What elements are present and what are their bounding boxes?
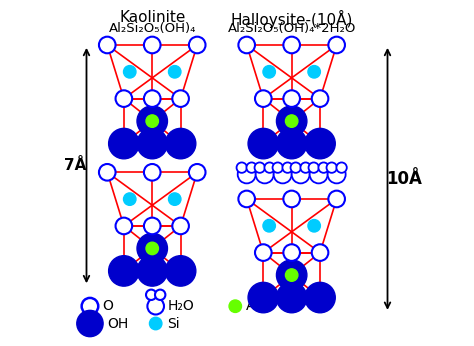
Circle shape bbox=[310, 165, 328, 183]
Circle shape bbox=[308, 66, 320, 78]
Circle shape bbox=[327, 163, 337, 173]
Circle shape bbox=[149, 317, 162, 330]
Circle shape bbox=[285, 269, 298, 281]
Circle shape bbox=[137, 106, 167, 136]
Circle shape bbox=[124, 66, 136, 78]
Circle shape bbox=[337, 163, 347, 173]
Circle shape bbox=[82, 298, 98, 315]
Text: 7Å: 7Å bbox=[64, 158, 87, 173]
Circle shape bbox=[238, 37, 255, 53]
Circle shape bbox=[283, 191, 300, 207]
Circle shape bbox=[77, 310, 103, 337]
Circle shape bbox=[248, 282, 279, 313]
Circle shape bbox=[283, 163, 293, 173]
Circle shape bbox=[328, 37, 345, 53]
Circle shape bbox=[124, 193, 136, 206]
Circle shape bbox=[155, 290, 165, 300]
Text: Al₂Si₂O₅(OH)₄: Al₂Si₂O₅(OH)₄ bbox=[109, 22, 196, 36]
Circle shape bbox=[168, 193, 181, 206]
Circle shape bbox=[99, 164, 116, 181]
Text: Kaolinite: Kaolinite bbox=[119, 10, 185, 25]
Circle shape bbox=[172, 218, 189, 234]
Circle shape bbox=[312, 244, 328, 261]
Circle shape bbox=[189, 37, 206, 53]
Circle shape bbox=[146, 290, 156, 300]
Circle shape bbox=[276, 128, 307, 159]
Circle shape bbox=[248, 128, 279, 159]
Circle shape bbox=[273, 165, 292, 183]
Circle shape bbox=[165, 128, 196, 159]
Circle shape bbox=[237, 165, 255, 183]
Circle shape bbox=[283, 90, 300, 107]
Circle shape bbox=[238, 191, 255, 207]
Circle shape bbox=[319, 163, 329, 173]
Text: Si: Si bbox=[167, 317, 179, 330]
Circle shape bbox=[116, 90, 132, 107]
Circle shape bbox=[189, 164, 206, 181]
Circle shape bbox=[305, 282, 335, 313]
Text: Halloysite-(10Å): Halloysite-(10Å) bbox=[230, 10, 353, 28]
Circle shape bbox=[276, 282, 307, 313]
Circle shape bbox=[144, 164, 161, 181]
Circle shape bbox=[305, 128, 335, 159]
Circle shape bbox=[99, 37, 116, 53]
Circle shape bbox=[137, 256, 167, 286]
Circle shape bbox=[276, 106, 307, 136]
Circle shape bbox=[137, 128, 167, 159]
Circle shape bbox=[301, 163, 311, 173]
Circle shape bbox=[273, 163, 283, 173]
Circle shape bbox=[137, 233, 167, 264]
Circle shape bbox=[255, 90, 272, 107]
Circle shape bbox=[255, 163, 265, 173]
Circle shape bbox=[309, 163, 319, 173]
Circle shape bbox=[165, 256, 196, 286]
Circle shape bbox=[109, 256, 139, 286]
Text: H₂O: H₂O bbox=[168, 299, 194, 313]
Circle shape bbox=[283, 244, 300, 261]
Circle shape bbox=[146, 115, 158, 127]
Circle shape bbox=[328, 165, 346, 183]
Text: O: O bbox=[102, 299, 113, 313]
Circle shape bbox=[229, 300, 241, 312]
Circle shape bbox=[292, 165, 310, 183]
Circle shape bbox=[264, 163, 275, 173]
Circle shape bbox=[144, 218, 161, 234]
Circle shape bbox=[291, 163, 301, 173]
Circle shape bbox=[116, 218, 132, 234]
Circle shape bbox=[109, 128, 139, 159]
Circle shape bbox=[263, 220, 275, 232]
Circle shape bbox=[276, 260, 307, 290]
Circle shape bbox=[144, 37, 161, 53]
Circle shape bbox=[147, 298, 164, 315]
Circle shape bbox=[146, 242, 158, 255]
Circle shape bbox=[308, 220, 320, 232]
Circle shape bbox=[237, 163, 247, 173]
Circle shape bbox=[246, 163, 257, 173]
Circle shape bbox=[255, 244, 272, 261]
Text: OH: OH bbox=[107, 317, 128, 330]
Text: 10Å: 10Å bbox=[386, 170, 422, 188]
Circle shape bbox=[144, 90, 161, 107]
Circle shape bbox=[168, 66, 181, 78]
Circle shape bbox=[312, 90, 328, 107]
Circle shape bbox=[328, 191, 345, 207]
Text: Al₂Si₂O₅(OH)₄*2H₂O: Al₂Si₂O₅(OH)₄*2H₂O bbox=[228, 22, 356, 36]
Circle shape bbox=[285, 115, 298, 127]
Circle shape bbox=[255, 165, 273, 183]
Circle shape bbox=[172, 90, 189, 107]
Text: Al: Al bbox=[246, 299, 259, 313]
Circle shape bbox=[263, 66, 275, 78]
Circle shape bbox=[283, 37, 300, 53]
